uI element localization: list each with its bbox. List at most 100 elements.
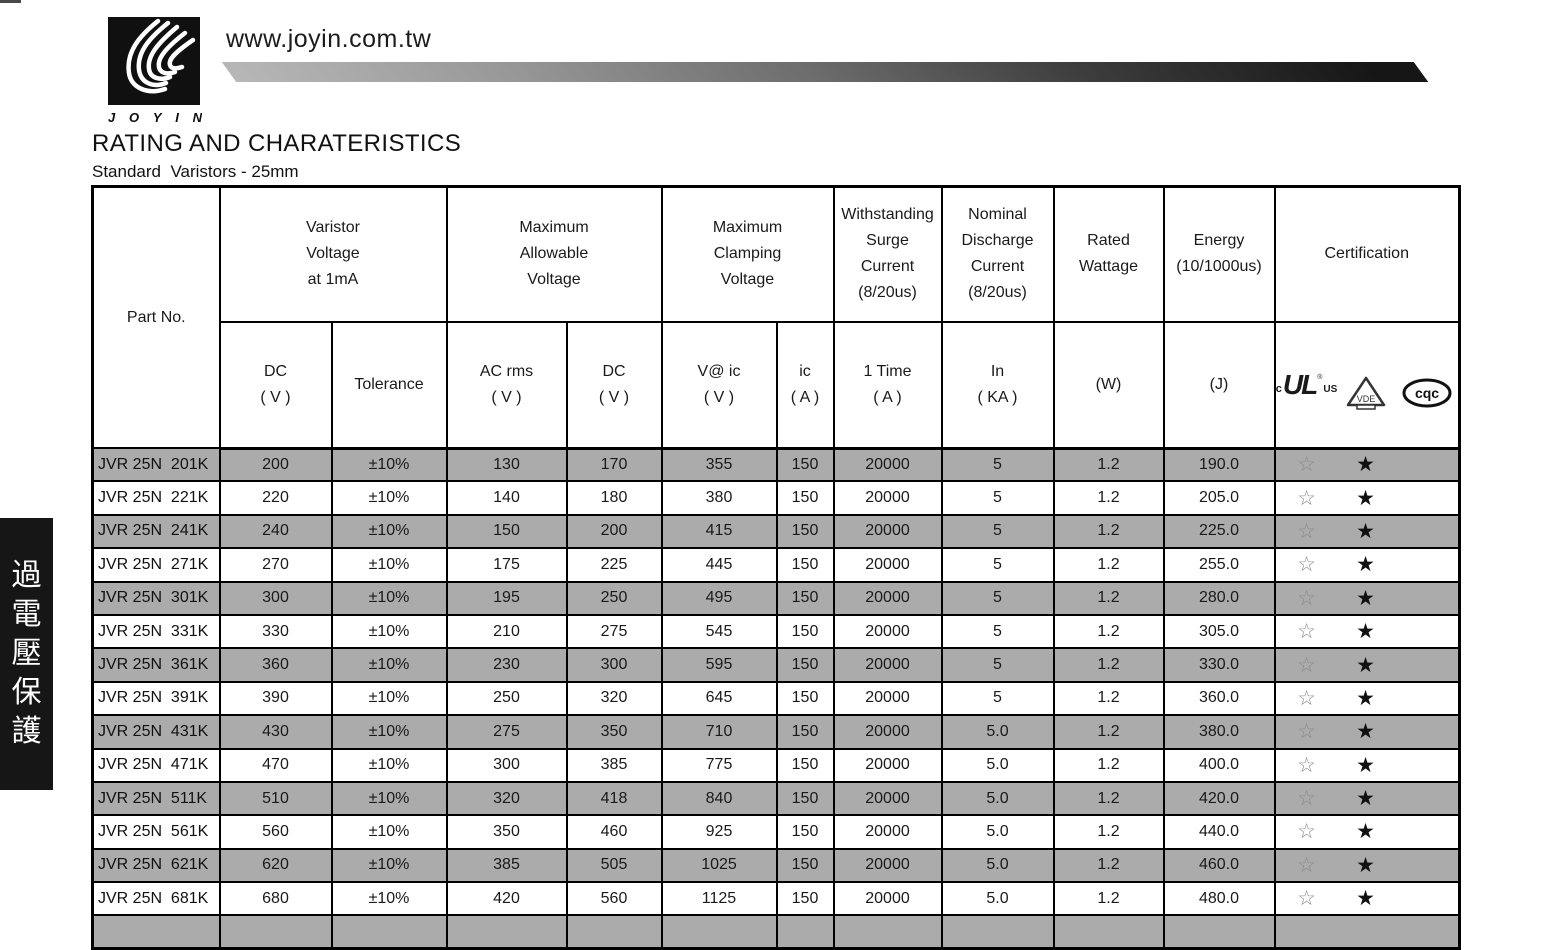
subheader-ac-rms: AC rms ( V ) [445, 320, 568, 450]
cell-watt: 1.2 [1052, 547, 1165, 583]
vde-cert-star-filled-icon: ★ [1356, 686, 1375, 710]
vde-cert-star-filled-icon: ★ [1356, 787, 1375, 811]
banner-character: 壓 [11, 637, 42, 670]
vde-cert-star-filled-icon: ★ [1356, 620, 1375, 644]
cell-surge-1-time: 20000 [832, 714, 943, 750]
logo-letter: O [128, 110, 140, 125]
cell-max-dc-v [565, 914, 663, 950]
cell-certification: ☆ ★ [1273, 814, 1461, 850]
cell-varistor-dc-v: 330 [218, 613, 333, 650]
col-header-withstanding-surge-current: Withstanding Surge Current (8/20us) [832, 185, 943, 323]
table-row: JVR 25N 681K 680 ±10% 420 560 1125 150 20000 5.0… [91, 881, 1461, 917]
svg-text:cqc: cqc [1415, 385, 1439, 401]
cell-part-no: JVR 25N 361K [91, 647, 221, 683]
cell-watt: 1.2 [1052, 480, 1165, 516]
cell-certification: ☆ ★ [1273, 513, 1461, 550]
table-row: JVR 25N 391K 390 ±10% 250 320 645 150 20000 5 1.2… [91, 680, 1461, 717]
cell-in-ka: 5 [940, 446, 1055, 483]
cULus-certification-icon: c UL ® US [1275, 368, 1338, 400]
cell-clamping-v: 775 [660, 747, 778, 783]
cell-ac-rms: 385 [445, 847, 568, 884]
cell-clamping-ic: 150 [775, 780, 835, 817]
cell-tolerance: ±10% [330, 814, 448, 850]
banner-character: 保 [11, 676, 42, 709]
logo-letter: Y [152, 110, 162, 125]
cell-tolerance: ±10% [330, 547, 448, 583]
cell-joule: 190.0 [1162, 446, 1276, 483]
cell-certification: ☆ ★ [1273, 714, 1461, 750]
cell-surge-1-time: 20000 [832, 547, 943, 583]
cell-in-ka: 5 [940, 580, 1055, 616]
subheader-cert-marks: c UL ® US VDE cqc [1273, 320, 1461, 450]
cell-ac-rms: 140 [445, 480, 568, 516]
ul-cert-star-outline-icon: ☆ [1297, 620, 1316, 644]
website-url: www.joyin.com.tw [226, 25, 432, 53]
cell-tolerance: ±10% [330, 714, 448, 750]
cell-joule: 280.0 [1162, 580, 1276, 616]
ul-cert-star-outline-icon: ☆ [1297, 453, 1316, 477]
cell-ac-rms: 320 [445, 780, 568, 817]
cell-joule: 255.0 [1162, 547, 1276, 583]
cell-in-ka: 5.0 [940, 881, 1055, 917]
cell-varistor-dc-v [218, 914, 333, 950]
cell-certification: ☆ ★ [1273, 747, 1461, 783]
cell-in-ka: 5.0 [940, 847, 1055, 884]
cell-part-no: JVR 25N 431K [91, 714, 221, 750]
cell-joule: 330.0 [1162, 647, 1276, 683]
banner-character: 過 [11, 559, 42, 592]
cell-max-dc-v: 200 [565, 513, 663, 550]
cell-varistor-dc-v: 300 [218, 580, 333, 616]
cell-clamping-v: 415 [660, 513, 778, 550]
ul-cert-star-outline-icon: ☆ [1297, 887, 1316, 911]
col-header-certification: Certification [1273, 185, 1461, 323]
cell-joule: 305.0 [1162, 613, 1276, 650]
cell-part-no: JVR 25N 301K [91, 580, 221, 616]
logo-letter: N [192, 110, 202, 125]
cell-varistor-dc-v: 360 [218, 647, 333, 683]
cell-max-dc-v: 385 [565, 747, 663, 783]
cell-varistor-dc-v: 620 [218, 847, 333, 884]
subheader-ic-a: ic ( A ) [775, 320, 835, 450]
joyin-logo [108, 17, 200, 105]
table-row: JVR 25N 331K 330 ±10% 210 275 545 150 20000 5 1.2… [91, 613, 1461, 650]
cell-joule: 440.0 [1162, 814, 1276, 850]
cell-max-dc-v: 505 [565, 847, 663, 884]
cell-part-no: JVR 25N 331K [91, 613, 221, 650]
cell-clamping-v: 710 [660, 714, 778, 750]
cell-certification [1273, 914, 1461, 950]
cell-max-dc-v: 320 [565, 680, 663, 717]
cell-ac-rms [445, 914, 568, 950]
cell-clamping-ic: 150 [775, 446, 835, 483]
ratings-table: Part No. Varistor Voltage at 1mA Maximum… [91, 185, 1461, 950]
cell-varistor-dc-v: 510 [218, 780, 333, 817]
cell-clamping-ic: 150 [775, 580, 835, 616]
table-row: JVR 25N 471K 470 ±10% 300 385 775 150 20000 5.0 1… [91, 747, 1461, 783]
cell-joule: 420.0 [1162, 780, 1276, 817]
vde-cert-star-filled-icon: ★ [1356, 653, 1375, 677]
cell-joule [1162, 914, 1276, 950]
vde-cert-star-filled-icon: ★ [1356, 753, 1375, 777]
ul-cert-star-outline-icon: ☆ [1297, 486, 1316, 510]
cell-clamping-v: 840 [660, 780, 778, 817]
cell-tolerance: ±10% [330, 446, 448, 483]
cell-in-ka: 5 [940, 513, 1055, 550]
logo-swirl-icon [108, 17, 200, 105]
cell-varistor-dc-v: 200 [218, 446, 333, 483]
cell-clamping-ic: 150 [775, 613, 835, 650]
cell-tolerance: ±10% [330, 747, 448, 783]
svg-text:VDE: VDE [1356, 394, 1375, 404]
cell-tolerance: ±10% [330, 680, 448, 717]
cell-tolerance: ±10% [330, 881, 448, 917]
cell-watt: 1.2 [1052, 446, 1165, 483]
cell-watt: 1.2 [1052, 881, 1165, 917]
cell-clamping-ic: 150 [775, 547, 835, 583]
cell-tolerance: ±10% [330, 480, 448, 516]
cell-clamping-ic: 150 [775, 747, 835, 783]
col-header-part-no: Part No. [91, 185, 221, 449]
vde-cert-star-filled-icon: ★ [1356, 453, 1375, 477]
cell-max-dc-v: 300 [565, 647, 663, 683]
decorative-gradient-bar [221, 62, 1429, 82]
cell-ac-rms: 230 [445, 647, 568, 683]
cell-watt: 1.2 [1052, 513, 1165, 550]
